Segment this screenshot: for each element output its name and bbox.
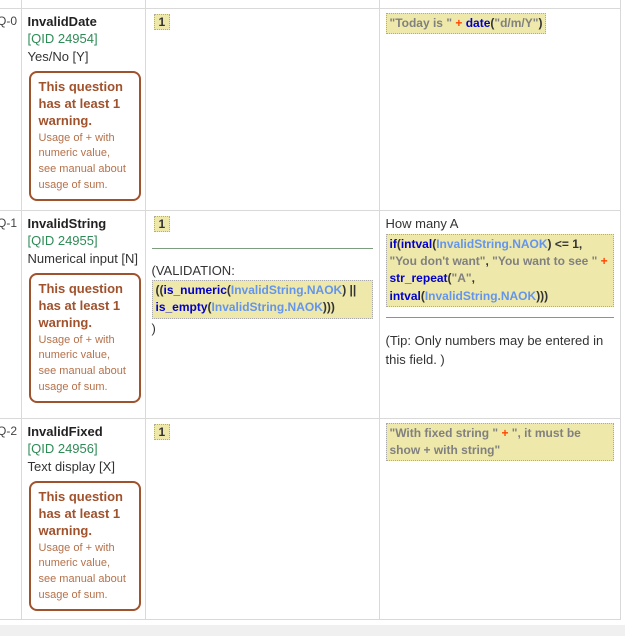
separator-line	[385, 317, 614, 319]
question-type: Numerical input [N]	[27, 250, 139, 266]
relevance-value-badge: 1	[153, 215, 171, 232]
em-token-op: (	[207, 300, 212, 315]
em-token-op: ) <= 1,	[547, 236, 583, 251]
em-token-op: (	[432, 236, 437, 251]
separator-line	[151, 247, 373, 249]
em-token-op: (	[447, 271, 452, 286]
question-text: How many A	[385, 215, 459, 231]
em-token-fn: date	[465, 15, 491, 30]
question-row-id: Q-2	[0, 423, 18, 438]
em-variable-link[interactable]: InvalidString.NAOK	[424, 288, 537, 303]
em-token-str: ", it must be show + with string"	[389, 425, 581, 457]
question-id-cell: Q-0	[0, 7, 22, 211]
question-id-cell: Q-1	[0, 209, 22, 419]
logic-table: Q-0 InvalidDate [QID 24954] Yes/No [Y] T…	[0, 0, 621, 620]
em-variable-link[interactable]: InvalidString.NAOK	[211, 300, 323, 315]
table-row: Q-0 InvalidDate [QID 24954] Yes/No [Y] T…	[0, 7, 621, 211]
em-token-fn: intval	[389, 288, 421, 303]
relevance-cell: 1	[144, 417, 380, 620]
em-expression: ((is_numeric(InvalidString.NAOK) || is_e…	[151, 280, 373, 319]
em-expression: "Today is " + date("d/m/Y")	[385, 12, 547, 34]
em-token-op: (	[490, 15, 495, 30]
question-text-cell: "With fixed string " + ", it must be sho…	[378, 417, 621, 620]
em-token-fn: if	[389, 236, 397, 251]
em-token-fn: intval	[400, 236, 433, 251]
question-row-id: Q-1	[0, 215, 18, 230]
warning-message: Usage of + with numeric value, see manua…	[38, 541, 126, 601]
em-variable-link[interactable]: InvalidString.NAOK	[230, 283, 343, 297]
validation-close-label: )	[151, 320, 156, 336]
em-token-str: "A"	[451, 271, 472, 286]
em-token-fn: str_repeat	[389, 271, 448, 286]
question-info-cell: InvalidString [QID 24955] Numerical inpu…	[20, 209, 146, 419]
warning-heading: This question has at least 1 warning.	[38, 281, 124, 330]
em-token-op: ) ||	[342, 283, 357, 297]
question-type: Text display [X]	[27, 458, 115, 474]
warning-heading: This question has at least 1 warning.	[38, 489, 124, 538]
em-token-plus: +	[498, 425, 512, 440]
em-token-fn: is_numeric	[163, 283, 227, 297]
question-title: InvalidFixed	[27, 423, 103, 439]
question-title: InvalidString	[27, 215, 107, 231]
em-token-str: "d/m/Y"	[494, 15, 539, 30]
em-token-fn: is_empty	[155, 300, 208, 315]
question-text-cell: "Today is " + date("d/m/Y")	[378, 7, 621, 211]
question-row-id: Q-0	[0, 13, 18, 28]
empty-cell	[20, 0, 146, 9]
question-warning-box: This question has at least 1 warning. Us…	[28, 481, 141, 612]
empty-cell	[378, 0, 621, 9]
em-expression: if(intval(InvalidString.NAOK) <= 1, "You…	[385, 233, 614, 308]
table-row: Q-2 InvalidFixed [QID 24956] Text displa…	[0, 417, 621, 620]
em-token-op: (	[396, 236, 401, 251]
em-token-op: ,	[471, 271, 475, 286]
question-title: InvalidDate	[27, 13, 97, 29]
relevance-cell: 1	[144, 7, 380, 211]
table-row: Q-1 InvalidString [QID 24955] Numerical …	[0, 209, 621, 419]
em-token-op: ((	[155, 283, 164, 297]
validation-open-label: (VALIDATION:	[151, 262, 235, 278]
question-info-cell: InvalidDate [QID 24954] Yes/No [Y] This …	[20, 7, 146, 211]
em-token-op: (	[226, 283, 231, 297]
empty-cell	[144, 0, 380, 9]
warning-message: Usage of + with numeric value, see manua…	[38, 333, 126, 393]
question-id-cell: Q-2	[0, 417, 22, 620]
empty-cell	[0, 0, 22, 9]
em-variable-link[interactable]: InvalidString.NAOK	[436, 236, 548, 251]
em-token-str: "Today is "	[389, 15, 453, 30]
warning-message: Usage of + with numeric value, see manua…	[38, 131, 126, 191]
em-token-str: "You don't want"	[389, 254, 486, 269]
relevance-value-badge: 1	[153, 13, 171, 30]
em-expression: "With fixed string " + ", it must be sho…	[385, 422, 614, 462]
question-type: Yes/No [Y]	[27, 48, 89, 64]
em-token-str: "You want to see "	[492, 254, 598, 269]
em-token-op: )	[538, 15, 543, 30]
table-row-partial	[0, 0, 621, 9]
em-token-op: )))	[536, 288, 549, 303]
question-text-cell: How many A if(intval(InvalidString.NAOK)…	[378, 209, 621, 419]
question-warning-box: This question has at least 1 warning. Us…	[28, 273, 141, 404]
em-token-plus: +	[597, 254, 608, 269]
question-qid: [QID 24956]	[27, 441, 98, 457]
page-bottom-strip	[0, 625, 625, 636]
relevance-cell: 1 (VALIDATION: ((is_numeric(InvalidStrin…	[144, 209, 380, 419]
question-qid: [QID 24954]	[27, 31, 98, 47]
question-tip-text: (Tip: Only numbers may be entered in thi…	[385, 333, 604, 368]
em-token-op: (	[420, 288, 425, 303]
question-info-cell: InvalidFixed [QID 24956] Text display [X…	[20, 417, 146, 620]
question-warning-box: This question has at least 1 warning. Us…	[28, 71, 141, 202]
question-qid: [QID 24955]	[27, 233, 98, 249]
em-token-op: )))	[322, 300, 335, 315]
em-token-str: "With fixed string "	[389, 425, 499, 440]
warning-heading: This question has at least 1 warning.	[38, 79, 124, 128]
relevance-value-badge: 1	[153, 423, 171, 440]
em-token-op: ,	[485, 254, 493, 269]
em-token-plus: +	[452, 15, 466, 30]
